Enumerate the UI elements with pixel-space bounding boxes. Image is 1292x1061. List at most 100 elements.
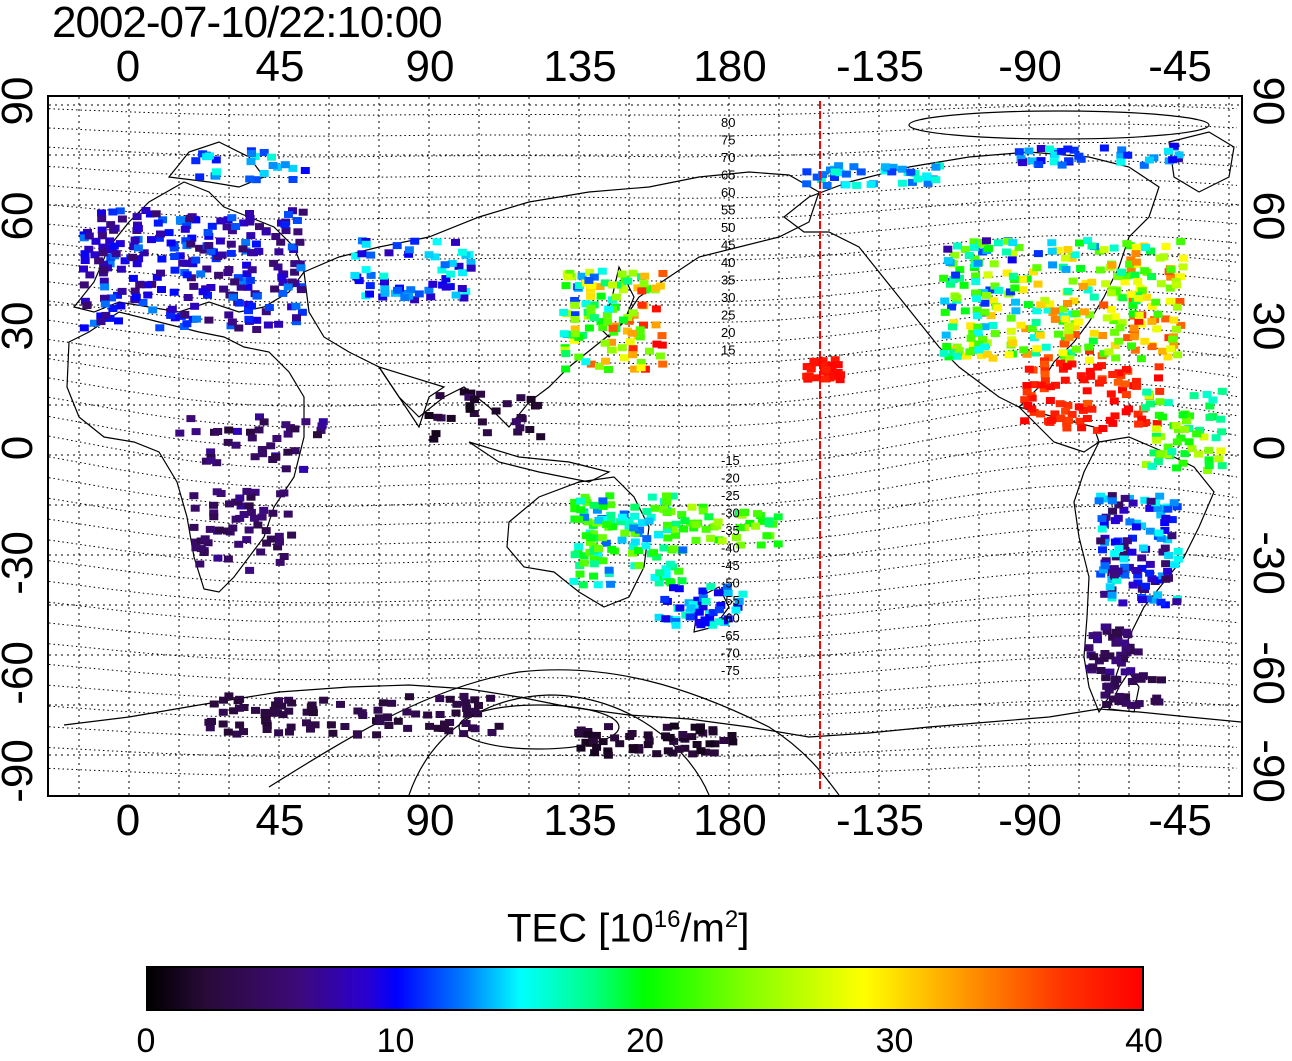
tec-cell <box>298 208 308 216</box>
tec-cell <box>267 153 276 161</box>
tec-cell <box>392 242 402 250</box>
tec-cell <box>239 219 249 227</box>
tec-cell <box>818 357 828 365</box>
coastline-africa <box>66 311 305 593</box>
tec-cell <box>598 738 608 746</box>
tec-cell <box>1161 560 1171 568</box>
tec-cell <box>1019 346 1029 354</box>
tec-cell <box>447 259 457 267</box>
tec-cell <box>592 743 602 751</box>
tec-cell <box>561 282 571 290</box>
tec-cell <box>1119 655 1128 663</box>
tec-cell <box>968 329 978 337</box>
contour-labels: 80 75 70 65 60 55 50 45 40 35 30 25 20 15 -15 -20 -25 -30… <box>721 115 740 678</box>
tec-cell <box>97 209 106 217</box>
tec-cell <box>652 340 662 348</box>
tec-cell <box>283 448 293 456</box>
tec-cell <box>106 221 116 229</box>
tec-cell <box>663 521 672 529</box>
tec-cell <box>1134 317 1144 325</box>
tec-cell <box>271 453 281 461</box>
colorbar-tick-label: 10 <box>376 1022 415 1060</box>
tec-cell <box>1157 676 1166 684</box>
tec-cell <box>266 442 276 450</box>
coastline-antarctica <box>63 684 1241 738</box>
tec-cell <box>1098 546 1107 554</box>
tec-cell <box>147 236 156 244</box>
tec-cell <box>306 725 315 733</box>
tec-cell <box>578 581 588 589</box>
tec-cell <box>182 320 192 328</box>
tec-cell <box>1172 598 1182 606</box>
tec-cell <box>835 376 845 384</box>
tec-cell <box>302 719 311 727</box>
tec-cell <box>1086 372 1096 380</box>
tec-cell <box>570 498 580 506</box>
tec-cell <box>589 314 599 322</box>
tec-cell <box>1085 311 1095 319</box>
tec-cell <box>646 513 656 521</box>
tec-cell <box>642 285 652 293</box>
tec-cell <box>175 252 185 260</box>
y-tick-right-label: -90 <box>1244 739 1292 803</box>
tec-cell <box>278 711 288 719</box>
tec-cell <box>946 280 955 288</box>
tec-cell <box>1110 412 1120 420</box>
tec-cell <box>668 749 678 757</box>
magnetic-contour <box>49 635 1238 661</box>
contour-label-north: 50 <box>721 220 735 235</box>
tec-cell <box>1100 650 1110 657</box>
tec-cell <box>627 730 637 737</box>
tec-cell <box>175 216 185 224</box>
tec-cell <box>634 547 644 555</box>
tec-cell <box>204 718 214 726</box>
tec-cell <box>959 281 969 289</box>
tec-cell <box>1104 686 1114 694</box>
tec-cell <box>723 589 733 597</box>
tec-cell <box>1128 499 1138 507</box>
tec-cell <box>1161 514 1171 522</box>
tec-cell <box>939 274 949 282</box>
tec-cell <box>628 269 638 277</box>
tec-cell <box>662 498 672 506</box>
tec-cell <box>695 727 705 735</box>
tec-cell <box>722 583 732 591</box>
tec-cell <box>250 453 260 461</box>
tec-cell <box>1118 599 1128 607</box>
tec-cell <box>116 265 126 273</box>
tec-cell <box>361 266 371 274</box>
tec-cell <box>617 536 627 544</box>
magnetic-contour <box>49 699 1238 719</box>
tec-data-points <box>79 142 1227 759</box>
tec-cell <box>990 282 1000 290</box>
tec-cell <box>231 515 241 523</box>
tec-cell <box>856 168 866 176</box>
tec-cell <box>685 613 695 621</box>
tec-cell <box>977 238 987 246</box>
tec-cell <box>570 551 580 559</box>
tec-cell <box>1172 438 1182 446</box>
tec-cell <box>273 543 283 551</box>
tec-cell <box>1216 447 1226 455</box>
tec-cell <box>1108 419 1118 427</box>
tec-cell <box>952 352 962 360</box>
tec-cell <box>96 318 106 326</box>
tec-cell <box>288 207 297 215</box>
tec-cell <box>1163 443 1173 451</box>
tec-cell <box>1126 256 1136 264</box>
magnetic-contour <box>49 592 1238 623</box>
tec-cell <box>687 733 697 741</box>
tec-cell <box>1163 353 1173 361</box>
tec-cell <box>113 291 122 299</box>
tec-cell <box>651 284 661 292</box>
tec-cell <box>290 260 300 268</box>
tec-cell <box>1154 374 1163 382</box>
tec-cell <box>600 279 610 287</box>
tec-cell <box>671 621 681 629</box>
tec-cell <box>1133 410 1143 418</box>
tec-cell <box>1003 237 1013 245</box>
contour-label-south: -55 <box>721 593 740 608</box>
tec-cell <box>628 351 638 359</box>
tec-cell <box>425 722 435 730</box>
tec-cell <box>628 543 638 550</box>
